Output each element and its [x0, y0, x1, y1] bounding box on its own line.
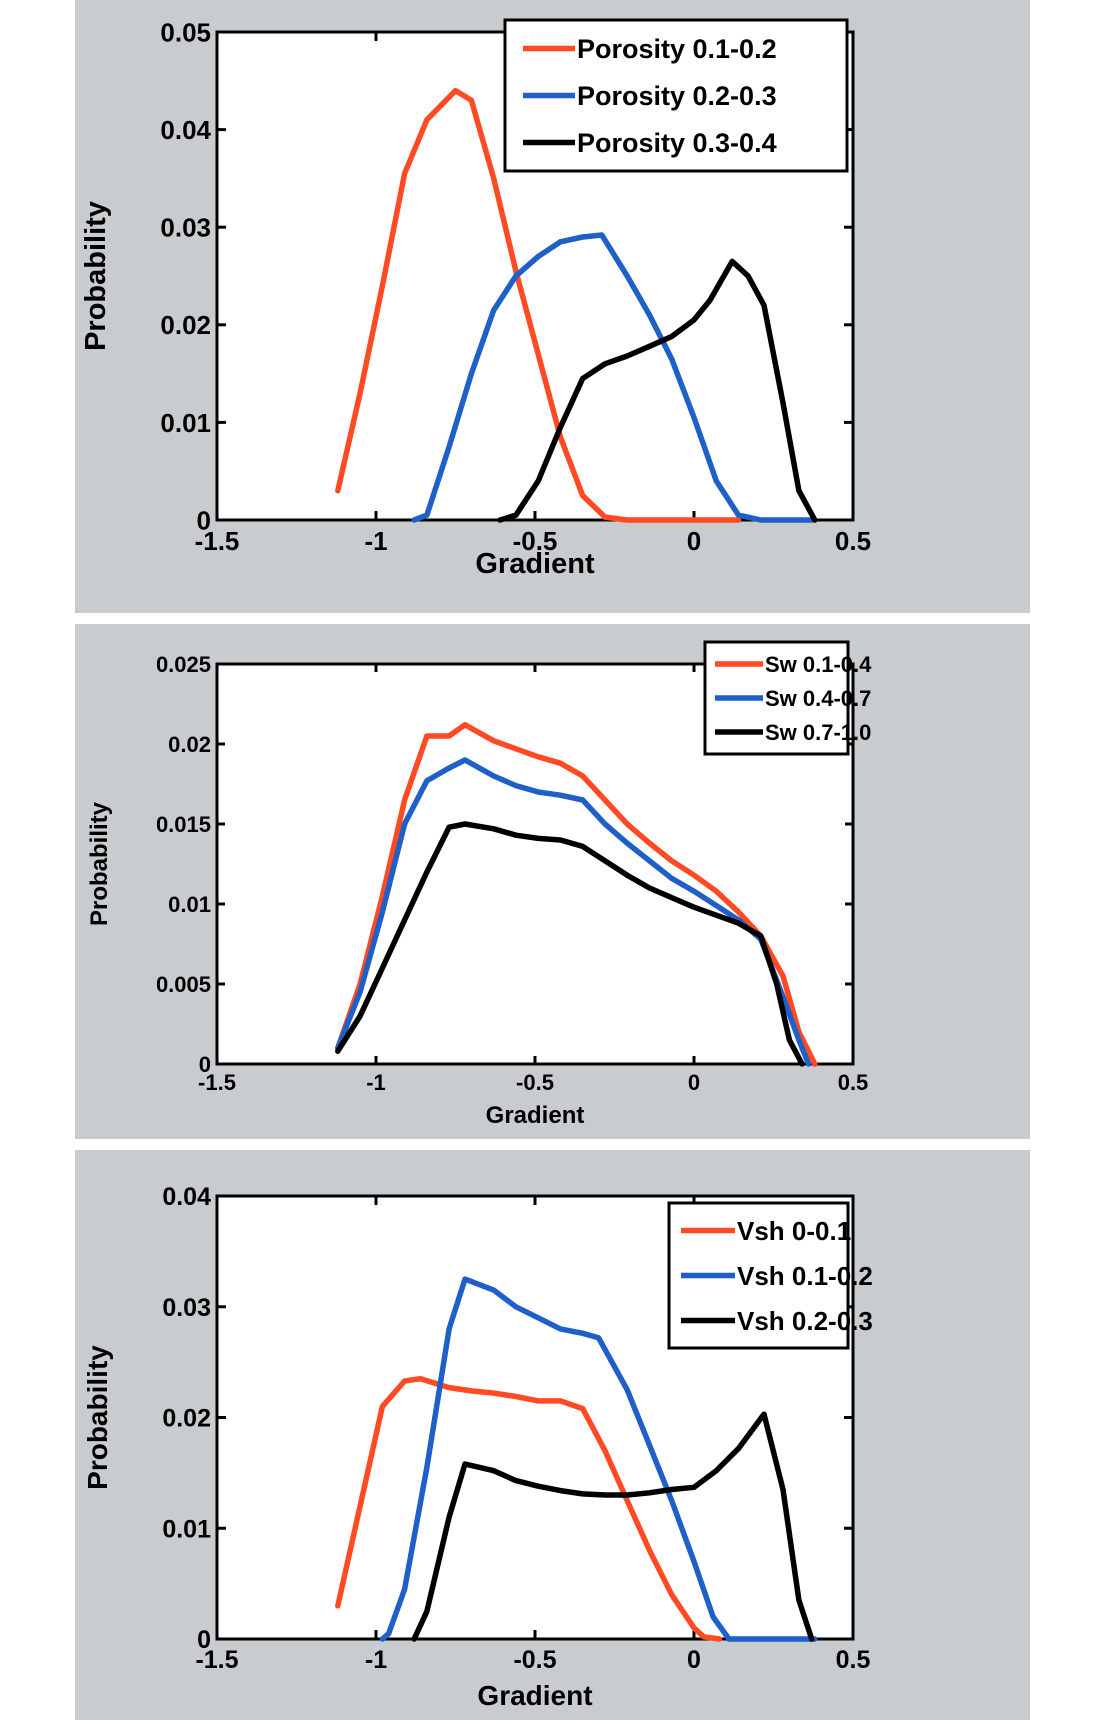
series-line-1: [335, 87, 742, 523]
y-tick-label: 0.01: [160, 408, 211, 438]
y-axis-label: Probability: [82, 1345, 113, 1490]
x-tick-label: 0: [687, 1646, 701, 1674]
series-line-3: [497, 258, 818, 523]
legend-entry: Vsh 0-0.1: [737, 1216, 851, 1246]
chart-porosity: -1.5 -1 -0.5 0 0.5 0 0.01 0.02 0.03 0.04 0.05 Gradi…: [80, 17, 871, 580]
legend-entry: Porosity 0.2-0.3: [577, 81, 777, 111]
chart-panel-porosity: -1.5 -1 -0.5 0 0.5 0 0.01 0.02 0.03 0.04 0.05 Gradi…: [75, 0, 1030, 613]
x-tick-label: -1.5: [195, 526, 240, 556]
chart-vsh: -1.5 -1 -0.5 0 0.5 0 0.01 0.02 0.03 0.04 Gradient P…: [82, 1183, 873, 1711]
y-tick-label: 0.025: [156, 652, 211, 677]
chart-sw: -1.5 -1 -0.5 0 0.5 0 0.005 0.01 0.015 0.02 0.025 Gr…: [86, 640, 872, 1129]
y-axis-label: Probability: [80, 201, 112, 351]
x-tick-label: 0.5: [835, 526, 871, 556]
legend-box: [503, 18, 849, 173]
y-tick-label: 0.04: [160, 115, 211, 145]
x-tick-label: -0.5: [513, 526, 558, 556]
y-tick-label: 0.05: [160, 17, 211, 47]
x-tick-label: -0.5: [513, 1646, 556, 1674]
y-tick-label: 0.01: [168, 892, 211, 917]
x-tick-label: -0.5: [516, 1070, 554, 1095]
y-tick-label: 0.03: [160, 213, 211, 243]
y-tick-label: 0.03: [162, 1294, 211, 1322]
y-axis-label: Probability: [86, 801, 113, 926]
y-tick-label: 0.015: [156, 812, 211, 837]
legend: Porosity 0.1-0.2 Porosity 0.2-0.3 Porosity…: [503, 18, 849, 173]
series-line-3: [335, 821, 805, 1067]
legend-entry: Vsh 0.1-0.2: [737, 1261, 873, 1291]
y-tick-label: 0.02: [168, 732, 211, 757]
series-line-2: [379, 1276, 818, 1642]
legend-entry: Vsh 0.2-0.3: [737, 1306, 873, 1336]
legend: Vsh 0-0.1 Vsh 0.1-0.2 Vsh 0.2-0.3: [667, 1201, 873, 1350]
x-tick-label: 0: [687, 526, 701, 556]
y-tick-label: 0.02: [160, 310, 211, 340]
x-tick-label: -1.5: [198, 1070, 236, 1095]
series-line-2: [411, 232, 815, 523]
y-tick-label: 0.02: [162, 1405, 211, 1433]
x-axis-label: Gradient: [475, 548, 595, 580]
x-tick-label: 0.5: [838, 1070, 869, 1095]
x-tick-label: 0: [688, 1070, 700, 1095]
x-axis-label: Gradient: [477, 1680, 592, 1711]
legend: Sw 0.1-0.4 Sw 0.4-0.7 Sw 0.7-1.0: [703, 640, 872, 756]
y-tick-label: 0: [197, 505, 211, 535]
chart-panel-vsh: -1.5 -1 -0.5 0 0.5 0 0.01 0.02 0.03 0.04 Gradient P…: [75, 1150, 1030, 1720]
legend-entry: Porosity 0.3-0.4: [577, 128, 777, 158]
series-line-1: [335, 722, 818, 1067]
series-line-3: [411, 1411, 815, 1642]
x-tick-label: -1.5: [195, 1646, 238, 1674]
y-tick-label: 0: [199, 1052, 211, 1077]
legend-entry: Sw 0.4-0.7: [765, 686, 871, 711]
y-tick-label: 0.04: [162, 1183, 211, 1211]
legend-entry: Sw 0.7-1.0: [765, 720, 871, 745]
chart-panel-sw: -1.5 -1 -0.5 0 0.5 0 0.005 0.01 0.015 0.02 0.025 Gr…: [75, 624, 1030, 1139]
series-line-1: [335, 1375, 723, 1642]
x-tick-label: 0.5: [836, 1646, 871, 1674]
y-tick-label: 0.005: [156, 972, 211, 997]
x-tick-label: -1: [364, 526, 387, 556]
y-tick-label: 0: [197, 1626, 211, 1654]
legend-entry: Porosity 0.1-0.2: [577, 34, 777, 64]
x-tick-label: -1: [366, 1070, 386, 1095]
x-axis-label: Gradient: [486, 1102, 585, 1129]
y-tick-label: 0.01: [162, 1515, 211, 1543]
legend-entry: Sw 0.1-0.4: [765, 652, 872, 677]
x-tick-label: -1: [365, 1646, 387, 1674]
